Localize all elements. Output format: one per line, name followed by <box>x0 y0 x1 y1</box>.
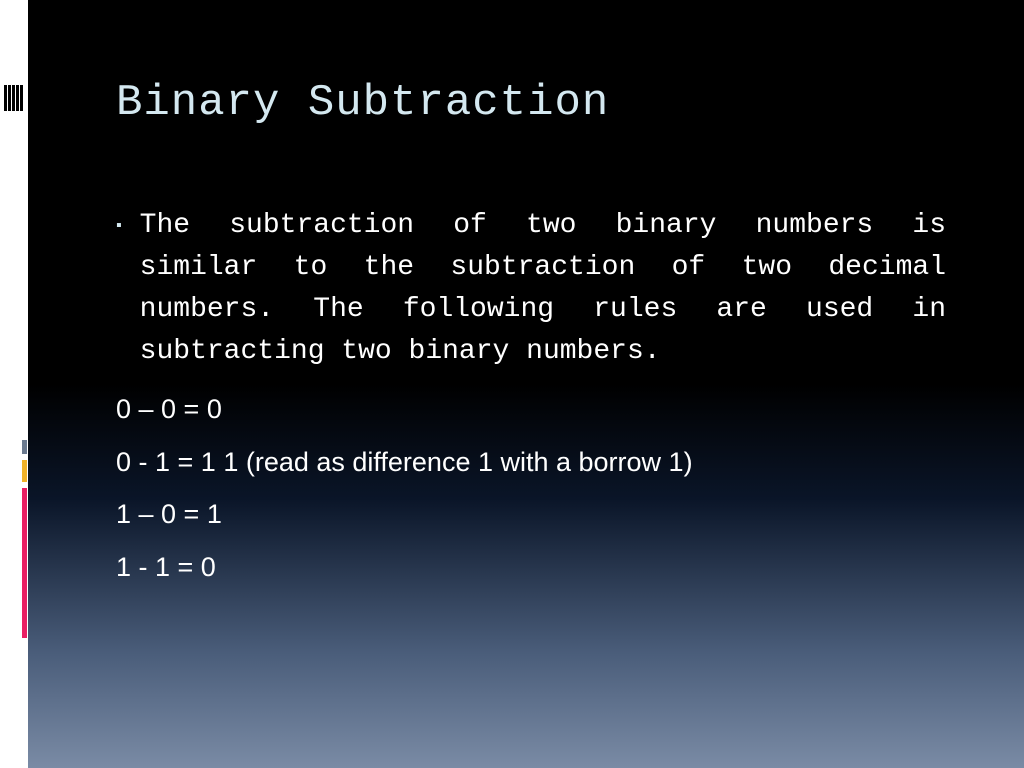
rule-line: 0 – 0 = 0 <box>116 385 946 434</box>
decoration-accent-bar <box>22 440 27 454</box>
decoration-bar <box>4 85 7 111</box>
bullet-item: ▪ The subtraction of two binary numbers … <box>116 205 946 373</box>
slide-title: Binary Subtraction <box>116 78 609 128</box>
slide-content: ▪ The subtraction of two binary numbers … <box>116 205 946 591</box>
rule-line: 1 - 1 = 0 <box>116 543 946 592</box>
rule-line: 1 – 0 = 1 <box>116 490 946 539</box>
slide-container: Binary Subtraction ▪ The subtraction of … <box>0 0 1024 768</box>
decoration-bar <box>20 85 23 111</box>
decoration-left <box>18 440 28 640</box>
slide-body: Binary Subtraction ▪ The subtraction of … <box>28 0 1024 768</box>
decoration-top <box>0 78 28 118</box>
bullet-icon: ▪ <box>116 217 122 235</box>
decoration-accent-bar <box>22 488 27 638</box>
decoration-bar <box>12 85 15 111</box>
rule-line: 0 - 1 = 1 1 (read as difference 1 with a… <box>116 438 946 487</box>
decoration-bar <box>8 85 11 111</box>
intro-text: The subtraction of two binary numbers is… <box>140 205 946 373</box>
decoration-accent-bar <box>22 460 27 482</box>
decoration-top-bars <box>4 85 23 111</box>
decoration-bar <box>16 85 19 111</box>
